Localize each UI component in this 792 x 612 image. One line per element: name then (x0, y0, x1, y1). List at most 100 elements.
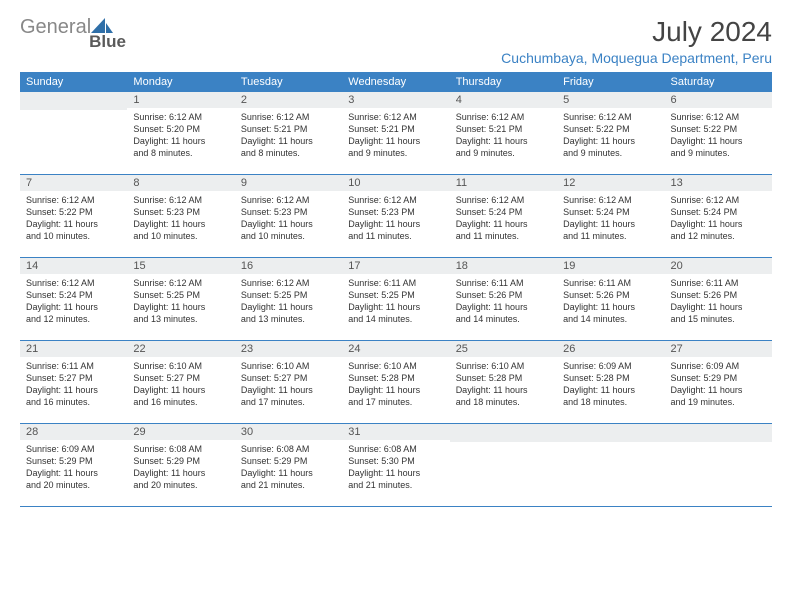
calendar-week-row: 7Sunrise: 6:12 AMSunset: 5:22 PMDaylight… (20, 175, 772, 258)
day-number: 16 (235, 258, 342, 274)
calendar-day-cell: 16Sunrise: 6:12 AMSunset: 5:25 PMDayligh… (235, 258, 342, 341)
day-details: Sunrise: 6:12 AMSunset: 5:24 PMDaylight:… (557, 191, 664, 245)
day-details: Sunrise: 6:12 AMSunset: 5:23 PMDaylight:… (127, 191, 234, 245)
daylight-line: Daylight: 11 hours (563, 218, 658, 230)
calendar-day-cell: 2Sunrise: 6:12 AMSunset: 5:21 PMDaylight… (235, 92, 342, 175)
day-number: 25 (450, 341, 557, 357)
sunset-line: Sunset: 5:26 PM (456, 289, 551, 301)
sunset-line: Sunset: 5:21 PM (456, 123, 551, 135)
day-details: Sunrise: 6:10 AMSunset: 5:27 PMDaylight:… (235, 357, 342, 411)
sunset-line: Sunset: 5:20 PM (133, 123, 228, 135)
title-block: July 2024 Cuchumbaya, Moquegua Departmen… (501, 16, 772, 66)
sunset-line: Sunset: 5:27 PM (133, 372, 228, 384)
day-number: 22 (127, 341, 234, 357)
calendar-page: General Blue July 2024 Cuchumbaya, Moque… (0, 0, 792, 523)
day-number: 14 (20, 258, 127, 274)
calendar-day-cell: 26Sunrise: 6:09 AMSunset: 5:28 PMDayligh… (557, 341, 664, 424)
calendar-week-row: 21Sunrise: 6:11 AMSunset: 5:27 PMDayligh… (20, 341, 772, 424)
calendar-day-cell: 8Sunrise: 6:12 AMSunset: 5:23 PMDaylight… (127, 175, 234, 258)
day-number (450, 424, 557, 442)
sunset-line: Sunset: 5:29 PM (671, 372, 766, 384)
daylight-line: Daylight: 11 hours (348, 135, 443, 147)
calendar-day-cell: 22Sunrise: 6:10 AMSunset: 5:27 PMDayligh… (127, 341, 234, 424)
sunrise-line: Sunrise: 6:12 AM (671, 111, 766, 123)
calendar-day-cell: 28Sunrise: 6:09 AMSunset: 5:29 PMDayligh… (20, 424, 127, 507)
sunset-line: Sunset: 5:24 PM (671, 206, 766, 218)
sunset-line: Sunset: 5:24 PM (563, 206, 658, 218)
sunset-line: Sunset: 5:24 PM (26, 289, 121, 301)
day-number: 29 (127, 424, 234, 440)
day-number: 28 (20, 424, 127, 440)
calendar-day-cell: 5Sunrise: 6:12 AMSunset: 5:22 PMDaylight… (557, 92, 664, 175)
day-number: 24 (342, 341, 449, 357)
sunrise-line: Sunrise: 6:12 AM (563, 111, 658, 123)
daylight-line: and 16 minutes. (26, 396, 121, 408)
daylight-line: and 15 minutes. (671, 313, 766, 325)
sunrise-line: Sunrise: 6:11 AM (563, 277, 658, 289)
day-details: Sunrise: 6:12 AMSunset: 5:21 PMDaylight:… (342, 108, 449, 162)
day-details: Sunrise: 6:12 AMSunset: 5:24 PMDaylight:… (665, 191, 772, 245)
calendar-week-row: 14Sunrise: 6:12 AMSunset: 5:24 PMDayligh… (20, 258, 772, 341)
sunset-line: Sunset: 5:26 PM (563, 289, 658, 301)
sunrise-line: Sunrise: 6:09 AM (26, 443, 121, 455)
sunset-line: Sunset: 5:24 PM (456, 206, 551, 218)
day-number: 31 (342, 424, 449, 440)
day-details: Sunrise: 6:12 AMSunset: 5:20 PMDaylight:… (127, 108, 234, 162)
calendar-day-cell: 29Sunrise: 6:08 AMSunset: 5:29 PMDayligh… (127, 424, 234, 507)
sunrise-line: Sunrise: 6:12 AM (456, 111, 551, 123)
sunset-line: Sunset: 5:27 PM (26, 372, 121, 384)
calendar-day-cell (665, 424, 772, 507)
calendar-day-cell: 4Sunrise: 6:12 AMSunset: 5:21 PMDaylight… (450, 92, 557, 175)
daylight-line: and 13 minutes. (133, 313, 228, 325)
day-details: Sunrise: 6:12 AMSunset: 5:23 PMDaylight:… (342, 191, 449, 245)
daylight-line: Daylight: 11 hours (563, 384, 658, 396)
sunrise-line: Sunrise: 6:12 AM (26, 277, 121, 289)
weekday-header-row: Sunday Monday Tuesday Wednesday Thursday… (20, 72, 772, 92)
sunrise-line: Sunrise: 6:08 AM (133, 443, 228, 455)
sunset-line: Sunset: 5:25 PM (133, 289, 228, 301)
day-number: 7 (20, 175, 127, 191)
day-number: 18 (450, 258, 557, 274)
col-saturday: Saturday (665, 72, 772, 92)
calendar-day-cell: 15Sunrise: 6:12 AMSunset: 5:25 PMDayligh… (127, 258, 234, 341)
sunset-line: Sunset: 5:21 PM (241, 123, 336, 135)
daylight-line: and 17 minutes. (348, 396, 443, 408)
day-details: Sunrise: 6:12 AMSunset: 5:22 PMDaylight:… (665, 108, 772, 162)
daylight-line: Daylight: 11 hours (671, 218, 766, 230)
calendar-day-cell: 18Sunrise: 6:11 AMSunset: 5:26 PMDayligh… (450, 258, 557, 341)
sunrise-line: Sunrise: 6:09 AM (671, 360, 766, 372)
day-number: 10 (342, 175, 449, 191)
sunrise-line: Sunrise: 6:10 AM (456, 360, 551, 372)
daylight-line: and 11 minutes. (563, 230, 658, 242)
sunset-line: Sunset: 5:23 PM (348, 206, 443, 218)
day-number: 5 (557, 92, 664, 108)
day-details: Sunrise: 6:12 AMSunset: 5:25 PMDaylight:… (235, 274, 342, 328)
sunrise-line: Sunrise: 6:11 AM (348, 277, 443, 289)
calendar-day-cell: 21Sunrise: 6:11 AMSunset: 5:27 PMDayligh… (20, 341, 127, 424)
day-details: Sunrise: 6:10 AMSunset: 5:28 PMDaylight:… (450, 357, 557, 411)
calendar-day-cell: 12Sunrise: 6:12 AMSunset: 5:24 PMDayligh… (557, 175, 664, 258)
sunset-line: Sunset: 5:29 PM (241, 455, 336, 467)
calendar-week-row: 1Sunrise: 6:12 AMSunset: 5:20 PMDaylight… (20, 92, 772, 175)
day-details (450, 442, 557, 447)
day-number: 21 (20, 341, 127, 357)
sunset-line: Sunset: 5:22 PM (671, 123, 766, 135)
brand-part2: Blue (89, 32, 126, 51)
daylight-line: Daylight: 11 hours (671, 384, 766, 396)
day-number: 6 (665, 92, 772, 108)
day-details: Sunrise: 6:12 AMSunset: 5:25 PMDaylight:… (127, 274, 234, 328)
day-number: 26 (557, 341, 664, 357)
calendar-day-cell (20, 92, 127, 175)
calendar-day-cell: 13Sunrise: 6:12 AMSunset: 5:24 PMDayligh… (665, 175, 772, 258)
sunrise-line: Sunrise: 6:12 AM (26, 194, 121, 206)
daylight-line: and 11 minutes. (456, 230, 551, 242)
sunset-line: Sunset: 5:30 PM (348, 455, 443, 467)
daylight-line: Daylight: 11 hours (26, 384, 121, 396)
day-details: Sunrise: 6:08 AMSunset: 5:29 PMDaylight:… (235, 440, 342, 494)
sunrise-line: Sunrise: 6:12 AM (456, 194, 551, 206)
sunset-line: Sunset: 5:28 PM (348, 372, 443, 384)
daylight-line: Daylight: 11 hours (456, 135, 551, 147)
daylight-line: and 20 minutes. (26, 479, 121, 491)
day-details: Sunrise: 6:12 AMSunset: 5:23 PMDaylight:… (235, 191, 342, 245)
col-sunday: Sunday (20, 72, 127, 92)
